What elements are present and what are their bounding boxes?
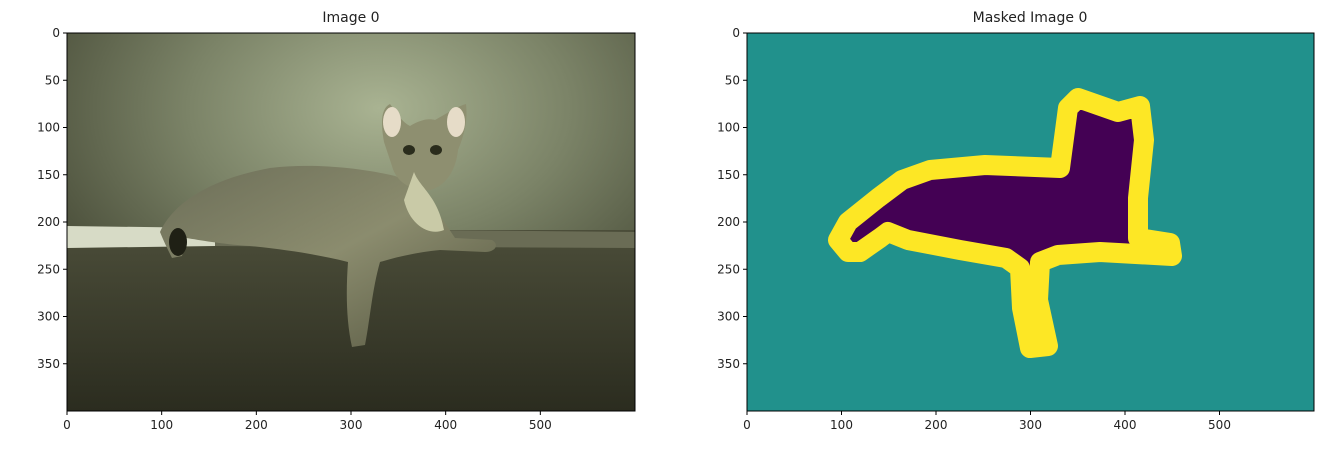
y-tick-label: 200 <box>37 215 60 229</box>
y-tick-label: 300 <box>717 310 740 324</box>
x-tick-label: 200 <box>925 418 948 432</box>
y-tick-label: 100 <box>717 121 740 135</box>
y-axis: 0 50 100 150 200 250 300 350 <box>37 26 67 371</box>
x-tick-label: 500 <box>1208 418 1231 432</box>
y-tick-label: 50 <box>45 73 60 87</box>
y-tick-label: 350 <box>717 357 740 371</box>
mask-region <box>828 88 1182 358</box>
y-tick-label: 300 <box>37 310 60 324</box>
y-tick-label: 350 <box>37 357 60 371</box>
x-axis: 0 100 200 300 400 500 <box>743 411 1231 432</box>
y-tick-label: 250 <box>717 262 740 276</box>
x-tick-label: 300 <box>340 418 363 432</box>
x-tick-label: 300 <box>1019 418 1042 432</box>
y-tick-label: 150 <box>37 168 60 182</box>
panel-title: Image 0 <box>322 10 379 26</box>
y-tick-label: 200 <box>717 215 740 229</box>
x-axis: 0 100 200 300 400 500 <box>63 411 552 432</box>
y-tick-label: 150 <box>717 168 740 182</box>
x-tick-label: 0 <box>63 418 71 432</box>
y-tick-label: 50 <box>725 73 740 87</box>
image-panel: Image 0 0 100 200 300 400 500 0 50 100 150 200 250… <box>37 10 636 432</box>
x-tick-label: 0 <box>743 418 751 432</box>
x-tick-label: 400 <box>1114 418 1137 432</box>
panel-title: Masked Image 0 <box>973 10 1088 26</box>
y-axis: 0 50 100 150 200 250 300 350 <box>717 26 747 371</box>
y-tick-label: 0 <box>732 26 740 40</box>
y-tick-label: 100 <box>37 121 60 135</box>
x-tick-label: 100 <box>830 418 853 432</box>
x-tick-label: 400 <box>434 418 457 432</box>
mask-image <box>747 33 1314 411</box>
x-tick-label: 100 <box>150 418 173 432</box>
masked-image-panel: Masked Image 0 0 100 200 300 400 500 0 50 100 15… <box>717 10 1315 432</box>
x-tick-label: 500 <box>529 418 552 432</box>
photo-image <box>67 33 635 411</box>
x-tick-label: 200 <box>245 418 268 432</box>
y-tick-label: 250 <box>37 262 60 276</box>
y-tick-label: 0 <box>52 26 60 40</box>
